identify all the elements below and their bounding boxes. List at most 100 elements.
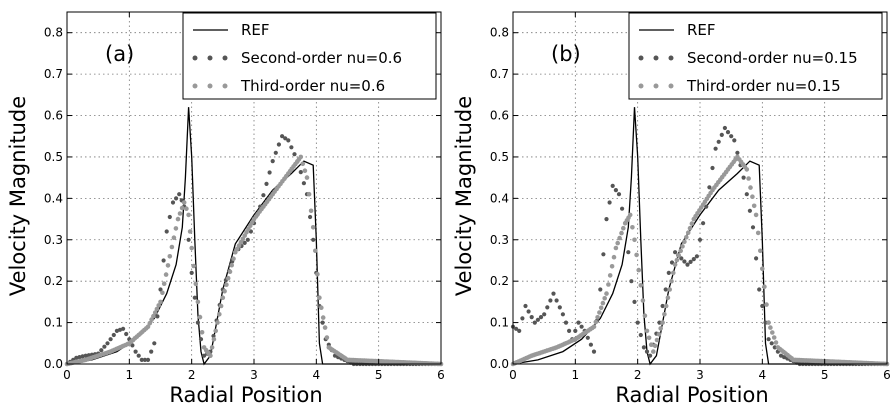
- data-point: [632, 299, 637, 304]
- y-tick-label: 0.1: [44, 316, 63, 330]
- legend-dot-marker: [207, 83, 213, 89]
- data-point: [657, 320, 662, 325]
- legend-entry: Second-order nu=0.15: [638, 49, 858, 67]
- data-point: [585, 335, 590, 340]
- data-point: [308, 214, 313, 220]
- legend-entry: Third-order nu=0.15: [638, 77, 841, 95]
- data-point: [139, 357, 144, 362]
- data-point: [648, 353, 653, 358]
- data-point: [648, 342, 654, 348]
- data-point: [292, 152, 297, 157]
- y-axis-label: Velocity Magnitude: [452, 96, 476, 296]
- data-point: [598, 287, 603, 292]
- legend-label: Second-order nu=0.15: [687, 49, 858, 67]
- data-point: [276, 142, 281, 147]
- data-point: [602, 296, 607, 301]
- data-point: [215, 320, 220, 325]
- y-tick-label: 0.4: [490, 191, 509, 205]
- data-point: [610, 183, 615, 188]
- data-point: [676, 253, 682, 258]
- data-point: [662, 312, 667, 317]
- data-point: [526, 309, 531, 314]
- legend-dot-marker: [668, 55, 674, 61]
- legend-dot-marker: [192, 55, 198, 61]
- data-point: [682, 259, 687, 264]
- data-point: [719, 132, 724, 137]
- data-point: [320, 315, 326, 320]
- data-point: [273, 150, 278, 155]
- data-point: [672, 262, 678, 267]
- data-point: [598, 305, 604, 311]
- data-point: [735, 150, 740, 155]
- data-point: [175, 216, 181, 222]
- data-point: [189, 245, 194, 251]
- data-point: [86, 353, 91, 358]
- data-point: [607, 200, 612, 205]
- x-tick-label: 5: [375, 368, 383, 382]
- data-point: [667, 287, 672, 292]
- data-point: [766, 337, 771, 342]
- legend-dot-marker: [222, 83, 228, 89]
- data-point: [302, 168, 308, 173]
- data-point: [663, 287, 668, 292]
- data-point: [545, 305, 550, 310]
- data-point: [145, 324, 151, 330]
- data-point: [154, 306, 160, 312]
- data-point: [595, 315, 600, 320]
- data-point: [768, 325, 773, 330]
- data-point: [654, 337, 660, 343]
- data-point: [165, 263, 171, 268]
- data-point: [298, 170, 303, 175]
- data-point: [674, 257, 680, 263]
- data-point: [551, 291, 556, 296]
- x-tick-label: 2: [188, 368, 196, 382]
- data-point: [236, 243, 242, 248]
- data-point: [202, 353, 207, 358]
- data-point: [634, 252, 639, 258]
- data-point: [678, 248, 683, 254]
- data-point: [152, 310, 158, 315]
- data-point: [697, 237, 703, 242]
- y-tick-label: 0.7: [44, 67, 63, 81]
- data-point: [660, 320, 665, 325]
- data-point: [760, 266, 765, 272]
- data-point: [523, 303, 528, 309]
- data-point: [264, 181, 269, 186]
- data-point: [621, 225, 626, 231]
- data-point: [145, 357, 151, 362]
- legend-dot-marker: [653, 83, 659, 89]
- data-point: [208, 353, 213, 359]
- data-point: [613, 245, 619, 251]
- data-point: [694, 254, 700, 259]
- data-point: [548, 298, 553, 303]
- data-point: [766, 320, 771, 325]
- data-point: [311, 237, 316, 242]
- x-tick-label: 5: [821, 368, 829, 382]
- data-point: [591, 349, 597, 354]
- data-point: [245, 237, 250, 242]
- data-point: [606, 282, 611, 287]
- legend-entry: Second-order nu=0.6: [192, 49, 402, 67]
- y-tick-label: 0.5: [44, 150, 63, 164]
- data-point: [629, 279, 634, 284]
- data-point: [597, 310, 602, 315]
- x-tick-label: 3: [696, 368, 704, 382]
- x-axis-label: Radial Position: [169, 383, 322, 407]
- data-point: [616, 192, 622, 197]
- data-point: [671, 270, 676, 276]
- data-point: [656, 331, 662, 337]
- legend-dot-marker: [192, 83, 198, 89]
- x-tick-label: 2: [634, 368, 642, 382]
- data-point: [181, 200, 187, 205]
- data-point: [169, 244, 175, 250]
- x-tick-label: 4: [759, 368, 767, 382]
- legend-label: Second-order nu=0.6: [241, 49, 402, 67]
- data-point: [747, 208, 753, 213]
- x-tick-label: 0: [509, 368, 517, 382]
- data-point: [588, 342, 594, 347]
- legend-entry: Third-order nu=0.6: [192, 77, 385, 95]
- data-point: [195, 299, 201, 305]
- data-point: [280, 134, 285, 139]
- data-point: [593, 319, 599, 325]
